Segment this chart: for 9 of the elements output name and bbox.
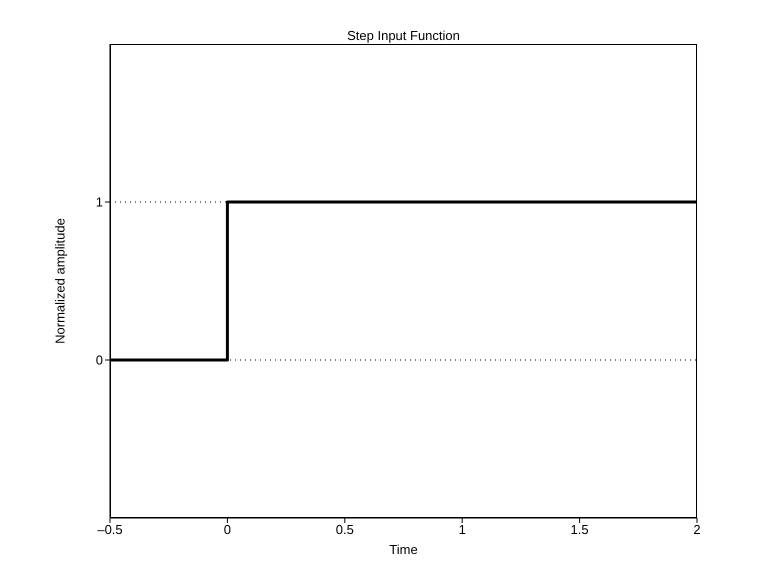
x-tick-label: 1 (458, 522, 466, 538)
x-tick-label: 2 (693, 522, 701, 538)
x-tick-label: 1.5 (570, 522, 589, 538)
x-tick-label: –0.5 (97, 522, 123, 538)
x-tick-label: 0.5 (336, 522, 354, 538)
x-tick-label: 0 (224, 522, 232, 538)
y-axis-title: Normalized amplitude (52, 218, 68, 344)
chart-title: Step Input Function (346, 28, 461, 43)
x-axis-title: Time (389, 542, 418, 557)
